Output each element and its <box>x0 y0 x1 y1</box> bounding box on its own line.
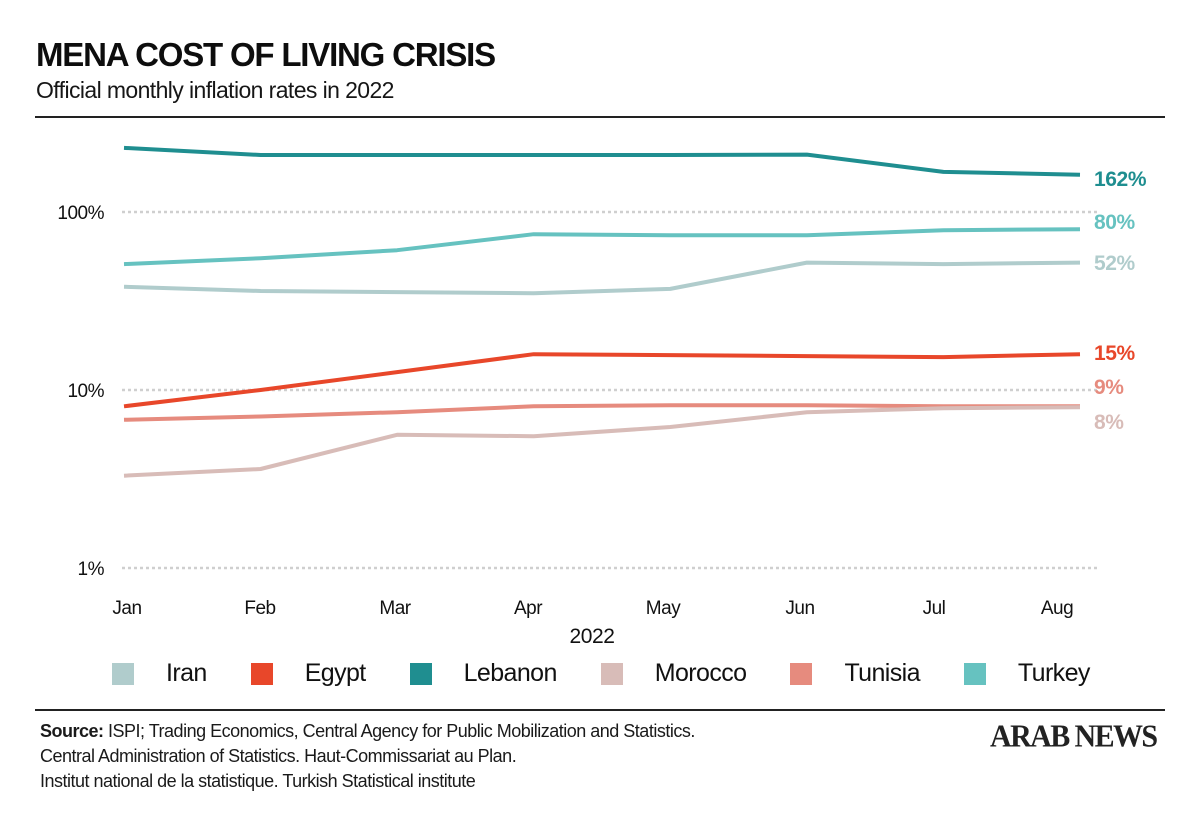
legend-swatch <box>790 662 813 685</box>
legend-label: Morocco <box>654 659 747 687</box>
y-tick-label: 1% <box>78 559 105 580</box>
x-tick-label: Mar <box>379 598 411 619</box>
series-line-iran <box>123 260 1081 296</box>
source-text-1: ISPI; Trading Economics, Central Agency … <box>103 721 695 741</box>
legend-label: Iran <box>166 659 207 687</box>
series-line-tunisia <box>123 403 1080 422</box>
x-axis-ticks: Jan Feb Mar Apr May Jun Jul Aug <box>112 598 1073 619</box>
header-divider <box>35 116 1165 118</box>
legend-item-lebanon: Lebanon <box>409 659 558 688</box>
legend-item-iran: Iran <box>112 659 207 688</box>
end-labels: 162% 80% 52% 15% 9% 8% <box>1094 168 1147 434</box>
end-label-morocco: 8% <box>1094 411 1124 434</box>
legend-label: Turkey <box>1017 659 1090 687</box>
source-label: Source: <box>40 721 104 741</box>
series-line-turkey <box>123 227 1081 267</box>
gridlines <box>122 210 1100 570</box>
series-line-egypt <box>123 352 1081 409</box>
y-tick-label: 10% <box>67 381 104 402</box>
line-chart: 1%10%100% Jan Feb Mar Apr May Jun Jul Aug 2022 … <box>57 145 1147 648</box>
end-label-turkey: 80% <box>1094 211 1136 234</box>
legend-label: Lebanon <box>463 659 558 687</box>
series-line-morocco <box>123 405 1081 478</box>
legend-label: Egypt <box>304 659 367 687</box>
x-tick-label: Jun <box>785 598 814 619</box>
source-line-1: Source: ISPI; Trading Economics, Central… <box>40 719 695 744</box>
source-line-3: Institut national de la statistique. Tur… <box>40 771 476 791</box>
legend-item-egypt: Egypt <box>250 659 367 688</box>
source-note: Source: ISPI; Trading Economics, Central… <box>40 719 695 794</box>
y-axis-ticks: 1% 10% 100% <box>57 203 105 580</box>
source-line-2: Central Administration of Statistics. Ha… <box>40 746 517 766</box>
legend-label: Tunisia <box>844 659 920 687</box>
end-label-tunisia: 9% <box>1094 376 1124 399</box>
x-tick-label: May <box>646 598 681 619</box>
series-lines <box>123 145 1081 478</box>
x-tick-label: Apr <box>514 598 543 619</box>
legend-item-morocco: Morocco <box>600 659 747 688</box>
legend-swatch <box>250 662 273 685</box>
x-tick-label: Aug <box>1041 598 1073 619</box>
brand-logo: ARAB NEWS <box>990 719 1158 754</box>
legend-swatch <box>963 662 986 685</box>
x-axis-title: 2022 <box>569 625 614 648</box>
legend-swatch <box>112 662 134 685</box>
series-line-lebanon <box>123 145 1081 177</box>
x-tick-label: Jul <box>923 598 946 619</box>
legend-swatch <box>409 662 432 685</box>
footer-divider <box>35 709 1165 711</box>
y-tick-label: 100% <box>57 203 104 224</box>
chart-subtitle: Official monthly inflation rates in 2022 <box>36 77 394 103</box>
legend-item-tunisia: Tunisia <box>790 659 921 688</box>
x-tick-label: Feb <box>244 598 275 619</box>
chart-title: MENA COST OF LIVING CRISIS <box>36 36 496 73</box>
legend-swatch <box>600 662 623 685</box>
end-label-iran: 52% <box>1094 252 1136 275</box>
legend: Iran Egypt Lebanon Morocco Tunisia Turkey <box>112 659 1090 688</box>
end-label-lebanon: 162% <box>1094 168 1147 191</box>
legend-item-turkey: Turkey <box>963 659 1090 688</box>
end-label-egypt: 15% <box>1094 342 1136 365</box>
x-tick-label: Jan <box>112 598 141 619</box>
